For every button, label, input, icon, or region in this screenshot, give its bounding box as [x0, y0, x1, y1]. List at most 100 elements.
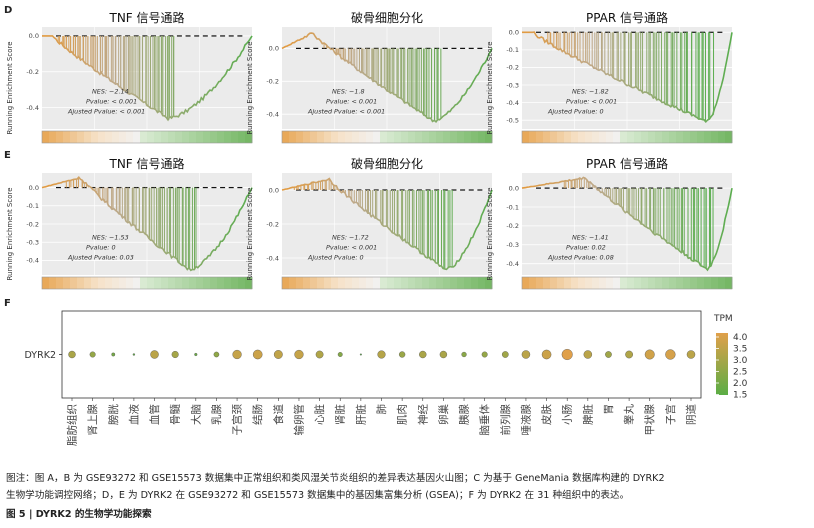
rank-band-cell [359, 131, 367, 143]
y-tick-label: 0.0 [29, 184, 39, 192]
rank-band-cell [366, 277, 374, 289]
rank-band-cell [429, 131, 437, 143]
gsea-stat-0: NES: −1.41 [572, 234, 609, 242]
rank-band-cell [571, 277, 579, 289]
rank-band-cell [49, 131, 57, 143]
gsea-stat-2: Ajusted Pvalue: 0 [307, 254, 364, 262]
rank-band-cell [669, 131, 677, 143]
rank-band-cell [711, 277, 719, 289]
rank-band-cell [147, 131, 155, 143]
y-tick-label: -0.4 [506, 99, 519, 107]
y-tick-label: -0.1 [506, 46, 519, 54]
expression-dot [439, 350, 448, 359]
y-tick-label: -0.4 [26, 104, 39, 112]
rank-band-cell [464, 131, 472, 143]
gsea-title: PPAR 信号通路 [586, 10, 668, 25]
rank-band-cell [217, 277, 225, 289]
tissue-label: 脾脏 [581, 404, 594, 425]
y-tick-label: -0.4 [266, 254, 279, 262]
running-score-line [522, 31, 733, 123]
rank-band-cell [203, 131, 211, 143]
rank-band-cell [401, 277, 409, 289]
y-tick-label: -0.1 [506, 203, 519, 211]
rank-band-cell [557, 131, 565, 143]
rank-band-cell [655, 131, 663, 143]
gsea-stat-2: Ajusted Pvalue: < 0.001 [67, 108, 145, 116]
legend-tick-label: 3.5 [733, 345, 747, 355]
rank-band-cell [627, 131, 635, 143]
rank-band-cell [718, 277, 726, 289]
gsea-stat-2: Ajusted Pvalue: < 0.001 [307, 108, 385, 116]
tissue-label: 血管 [148, 404, 161, 425]
tissue-label: 肾上腺 [86, 404, 99, 436]
expression-dot [561, 349, 573, 361]
tissue-label: 结肠 [251, 404, 264, 425]
expression-dot [213, 351, 220, 358]
rank-band-cell [310, 277, 318, 289]
rank-band-cell [557, 277, 565, 289]
rank-band-frame [41, 130, 253, 144]
rank-band-cell [648, 131, 656, 143]
rank-band-cell [394, 131, 402, 143]
rank-band-cell [578, 131, 586, 143]
gsea-ylabel: Running Enrichment Score [6, 187, 14, 280]
rank-band-cell [352, 277, 360, 289]
running-score-line [42, 35, 253, 122]
y-tick-label: 0.0 [29, 32, 39, 40]
expression-dot [132, 353, 136, 356]
y-tick-label: -0.2 [266, 78, 279, 86]
tissue-label: 阴道 [685, 404, 698, 425]
tissue-label: 卵巢 [437, 404, 450, 425]
rank-band-cell [471, 277, 479, 289]
gsea-panel-D1: TNF 信号通路 Running Enrichment Score 0.0 -0.2 -… [6, 10, 253, 144]
expression-dot [294, 349, 304, 360]
y-tick-label: -0.3 [506, 241, 519, 249]
rank-band-cell [154, 131, 162, 143]
rank-band-cell [324, 131, 332, 143]
rank-band-cell [408, 131, 416, 143]
rank-band-cell [182, 277, 190, 289]
rank-band-cell [606, 131, 614, 143]
gsea-stat-1: Pvalue: < 0.001 [86, 98, 137, 106]
expression-dot [111, 352, 116, 357]
rank-band-cell [648, 277, 656, 289]
rank-band-frame [521, 276, 733, 290]
tissue-label: 子宫 [664, 404, 677, 425]
rank-band-cell [725, 277, 733, 289]
rank-band-cell [578, 277, 586, 289]
running-score-line [281, 32, 493, 123]
figure-caption-line-1: 图注：图 A，B 为 GSE93272 和 GSE15573 数据集中正常组织和… [6, 473, 665, 484]
rank-band-frame [521, 130, 733, 144]
rank-band-cell [571, 131, 579, 143]
legend-tick-label: 3.0 [733, 356, 748, 366]
gsea-stat-1: Pvalue: < 0.001 [326, 244, 377, 252]
rank-band-cell [42, 131, 50, 143]
tissue-label: 胃 [603, 404, 615, 415]
y-tick-label: -0.2 [26, 68, 39, 76]
tissue-label: 食道 [272, 404, 285, 425]
rank-band-cell [133, 131, 141, 143]
rank-band-cell [478, 131, 486, 143]
rank-band-cell [634, 131, 642, 143]
gsea-panel-D2: 破骨细胞分化 Running Enrichment Score 0.0 -0.2 -0.… [246, 10, 493, 144]
gsea-stat-0: NES: −1.82 [572, 88, 609, 96]
rank-band-cell [49, 277, 57, 289]
rank-band-cell [380, 277, 388, 289]
y-tick-label: -0.5 [506, 117, 519, 125]
rank-band-cell [536, 131, 544, 143]
tissue-label: 肺 [376, 404, 388, 415]
gsea-title: TNF 信号通路 [108, 156, 184, 171]
rank-band-cell [485, 131, 493, 143]
panel-letter-d: D [4, 5, 12, 16]
rank-band-cell [338, 131, 346, 143]
rank-band-cell [613, 277, 621, 289]
rank-band-cell [585, 131, 593, 143]
rank-band-cell [550, 277, 558, 289]
rank-band-cell [231, 131, 239, 143]
rank-band-cell [676, 277, 684, 289]
rank-band-cell [98, 131, 106, 143]
rank-band-cell [620, 131, 628, 143]
y-tick-label: -0.2 [26, 220, 39, 228]
expression-dot [644, 349, 655, 360]
figure-caption-line-2: 生物学功能调控网络；D，E 为 DYRK2 在 GSE93272 和 GSE15… [6, 490, 630, 501]
